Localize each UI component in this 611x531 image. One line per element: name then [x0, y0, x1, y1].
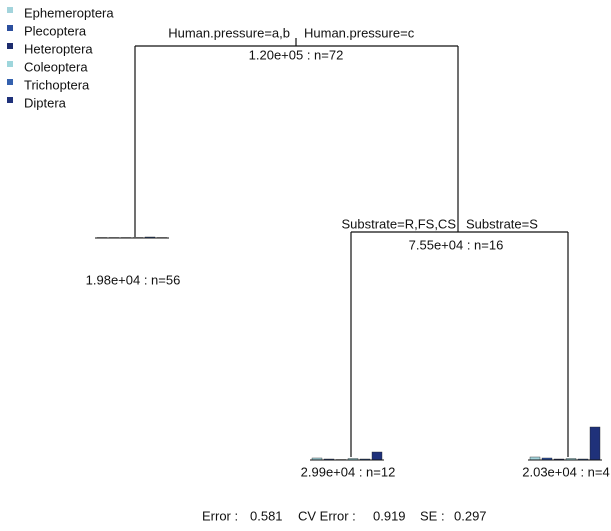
footer-value: 0.297: [454, 508, 487, 523]
leaf-bar: [589, 426, 601, 461]
leaf-label: 1.98e+04 : n=56: [86, 272, 181, 287]
legend-swatch: [7, 97, 13, 103]
legend-swatch: [7, 7, 13, 13]
legend-label: Heteroptera: [24, 41, 93, 56]
node-label: 7.55e+04 : n=16: [409, 237, 504, 252]
legend-swatch: [7, 25, 13, 31]
legend-label: Diptera: [24, 95, 67, 110]
legend-label: Trichoptera: [24, 77, 90, 92]
leaf-bar: [371, 451, 383, 461]
split-label: Substrate=S: [466, 216, 538, 231]
legend-label: Coleoptera: [24, 59, 88, 74]
footer-label: CV Error :: [298, 508, 356, 523]
footer: Error : 0.581 CV Error : 0.919 SE : 0.29…: [202, 508, 487, 523]
leaf-label: 2.03e+04 : n=4: [522, 464, 609, 479]
footer-label: SE :: [420, 508, 445, 523]
legend-swatch: [7, 43, 13, 49]
legend-label: Ephemeroptera: [24, 5, 114, 20]
legend-label: Plecoptera: [24, 23, 87, 38]
tree-lines: [134, 38, 569, 457]
legend-swatch: [7, 79, 13, 85]
footer-value: 0.581: [250, 508, 283, 523]
leaf-label: 2.99e+04 : n=12: [301, 464, 396, 479]
split-label: Human.pressure=c: [304, 25, 415, 40]
split-label: Substrate=R,FS,CS: [341, 216, 456, 231]
footer-label: Error :: [202, 508, 238, 523]
node-label: 1.20e+05 : n=72: [249, 47, 344, 62]
legend-swatch: [7, 61, 13, 67]
footer-value: 0.919: [373, 508, 406, 523]
split-label: Human.pressure=a,b: [168, 25, 290, 40]
